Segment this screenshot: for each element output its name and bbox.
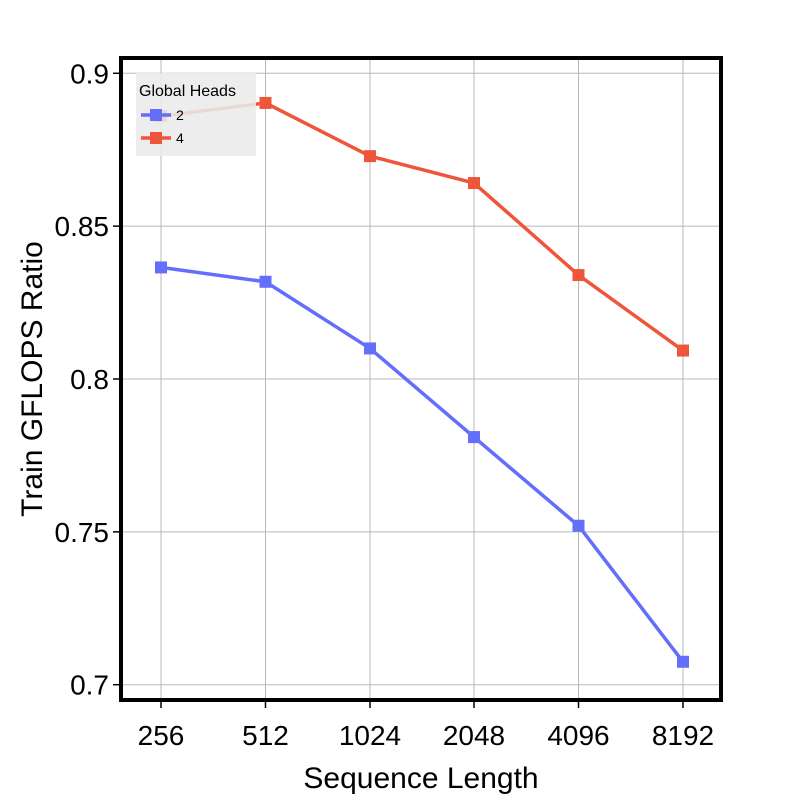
data-point bbox=[259, 275, 272, 288]
y-axis-title: Train GFLOPS Ratio bbox=[16, 241, 49, 517]
x-axis-title: Sequence Length bbox=[303, 762, 538, 795]
x-tick-label: 1024 bbox=[339, 720, 401, 751]
data-point bbox=[572, 269, 585, 282]
y-tick-label: 0.7 bbox=[70, 670, 109, 701]
series-2 bbox=[155, 261, 689, 668]
legend-title: Global Heads bbox=[139, 83, 236, 100]
legend-item-4: 4 bbox=[141, 130, 184, 146]
grid bbox=[121, 58, 721, 700]
x-tick-label: 512 bbox=[242, 720, 289, 751]
y-tick-label: 0.8 bbox=[70, 364, 109, 395]
legend-label: 2 bbox=[176, 107, 184, 123]
data-point bbox=[468, 431, 480, 444]
data-point bbox=[259, 96, 272, 109]
y-tick-label: 0.85 bbox=[55, 211, 110, 242]
tick-layer: 256 512 1024 2048 4096 8192 0.7 0.75 0.8 0.85 0.9 bbox=[55, 58, 715, 751]
x-tick-label: 2048 bbox=[443, 720, 505, 751]
y-tick-label: 0.9 bbox=[70, 58, 109, 89]
data-point bbox=[677, 655, 689, 668]
data-point bbox=[364, 342, 376, 355]
legend-item-2: 2 bbox=[141, 107, 184, 123]
series-line bbox=[160, 265, 685, 663]
data-point bbox=[364, 150, 376, 163]
legend-label: 4 bbox=[176, 130, 184, 146]
x-tick-label: 256 bbox=[138, 720, 185, 751]
x-tick-label: 8192 bbox=[652, 720, 714, 751]
data-point bbox=[155, 261, 167, 274]
legend-swatch-marker bbox=[150, 132, 162, 144]
legend: Global Heads 2 4 bbox=[136, 73, 256, 156]
data-point bbox=[677, 344, 689, 357]
data-point bbox=[572, 519, 585, 532]
x-tick-label: 4096 bbox=[547, 720, 609, 751]
data-point bbox=[468, 177, 480, 190]
y-tick-label: 0.75 bbox=[55, 517, 110, 548]
legend-swatch-marker bbox=[150, 109, 162, 121]
